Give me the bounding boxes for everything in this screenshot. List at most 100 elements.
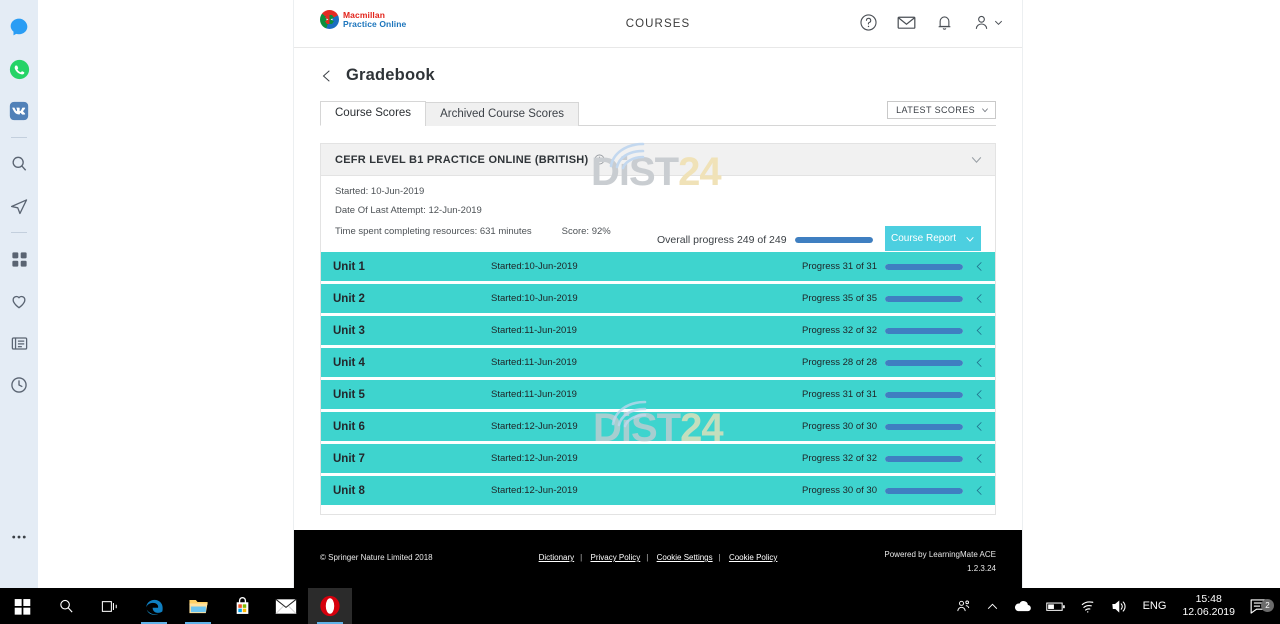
overall-progress-bar <box>794 237 873 243</box>
course-meta: Started: 10-Jun-2019 Date Of Last Attemp… <box>321 176 995 251</box>
latest-scores-dropdown[interactable]: LATEST SCORES <box>887 101 996 119</box>
table-row[interactable]: Unit 8 Started:12-Jun-2019 Progress 30 o… <box>321 476 995 505</box>
tab-archived-course-scores[interactable]: Archived Course Scores <box>425 102 580 126</box>
unit-expand-chevron-icon[interactable] <box>974 484 985 497</box>
macmillan-logo-icon <box>320 10 339 29</box>
unit-progress-label: Progress 30 of 30 <box>802 485 877 496</box>
show-hidden-icons-chevron-icon[interactable] <box>979 600 1006 613</box>
telegram-icon[interactable] <box>0 185 38 227</box>
unit-progress: Progress 31 of 31 <box>802 389 963 400</box>
latest-scores-label: LATEST SCORES <box>896 105 975 115</box>
unit-expand-chevron-icon[interactable] <box>974 324 985 337</box>
unit-progress: Progress 30 of 30 <box>802 485 963 496</box>
footer-link-dictionary[interactable]: Dictionary <box>538 553 575 562</box>
unit-progress-label: Progress 31 of 31 <box>802 389 877 400</box>
people-icon[interactable] <box>948 598 979 614</box>
macmillan-logo[interactable]: Macmillan Practice Online <box>320 10 406 29</box>
sidebar-divider <box>11 137 27 138</box>
unit-expand-chevron-icon[interactable] <box>974 452 985 465</box>
panel-collapse-chevron-icon[interactable] <box>970 153 983 166</box>
info-icon[interactable] <box>594 154 605 165</box>
history-clock-icon[interactable] <box>0 364 38 406</box>
onedrive-cloud-icon[interactable] <box>1006 599 1039 613</box>
news-icon[interactable] <box>0 322 38 364</box>
unit-name: Unit 1 <box>333 260 365 273</box>
unit-expand-chevron-icon[interactable] <box>974 292 985 305</box>
unit-started: Started:12-Jun-2019 <box>491 453 578 464</box>
unit-expand-chevron-icon[interactable] <box>974 356 985 369</box>
start-button[interactable] <box>0 588 44 624</box>
footer-link-privacy-policy[interactable]: Privacy Policy <box>590 553 641 562</box>
tab-bar: Course Scores Archived Course Scores LAT… <box>320 99 996 126</box>
unit-expand-chevron-icon[interactable] <box>974 388 985 401</box>
unit-started: Started:12-Jun-2019 <box>491 485 578 496</box>
footer-copyright: © Springer Nature Limited 2018 <box>320 553 433 562</box>
course-report-button[interactable]: Course Report <box>885 226 981 251</box>
footer-powered-by: Powered by LearningMate ACE <box>884 550 996 559</box>
browser-viewport: Macmillan Practice Online COURSES <box>38 0 1280 588</box>
logo-line-1: Macmillan <box>343 9 385 20</box>
footer-version: 1.2.3.24 <box>967 564 996 573</box>
mail-button[interactable] <box>264 588 308 624</box>
help-icon[interactable] <box>859 13 878 32</box>
bookmarks-heart-icon[interactable] <box>0 280 38 322</box>
back-chevron-icon[interactable] <box>320 67 334 85</box>
more-options-icon[interactable] <box>0 516 38 558</box>
mail-icon[interactable] <box>896 12 917 33</box>
course-report-label: Course Report <box>890 233 957 244</box>
bell-icon[interactable] <box>935 13 954 32</box>
table-row[interactable]: Unit 3 Started:11-Jun-2019 Progress 32 o… <box>321 316 995 345</box>
tab-course-scores[interactable]: Course Scores <box>320 101 427 126</box>
store-button[interactable] <box>220 588 264 624</box>
table-row[interactable]: Unit 2 Started:10-Jun-2019 Progress 35 o… <box>321 284 995 313</box>
system-tray: ENG 15:48 12.06.2019 2 <box>948 588 1280 624</box>
table-row[interactable]: Unit 5 Started:11-Jun-2019 Progress 31 o… <box>321 380 995 409</box>
table-row[interactable]: Unit 4 Started:11-Jun-2019 Progress 28 o… <box>321 348 995 377</box>
unit-name: Unit 6 <box>333 420 365 433</box>
clock[interactable]: 15:48 12.06.2019 <box>1174 593 1243 619</box>
file-explorer-button[interactable] <box>176 588 220 624</box>
wifi-icon[interactable] <box>1073 599 1104 614</box>
footer-link-cookie-policy[interactable]: Cookie Policy <box>728 553 778 562</box>
notification-badge: 2 <box>1261 598 1274 612</box>
search-icon[interactable] <box>0 143 38 185</box>
course-started: Started: 10-Jun-2019 <box>335 186 425 197</box>
search-button[interactable] <box>44 588 88 624</box>
battery-icon[interactable] <box>1039 600 1073 613</box>
task-view-button[interactable] <box>88 588 132 624</box>
table-row[interactable]: Unit 1 Started:10-Jun-2019 Progress 31 o… <box>321 252 995 281</box>
footer-links: Dictionary | Privacy Policy | Cookie Setti… <box>538 553 778 562</box>
table-row[interactable]: Unit 6 Started:12-Jun-2019 Progress 30 o… <box>321 412 995 441</box>
unit-progress-label: Progress 32 of 32 <box>802 325 877 336</box>
site-footer: © Springer Nature Limited 2018 Dictionar… <box>294 530 1022 588</box>
footer-powered-by-group: Powered by LearningMate ACE 1.2.3.24 <box>884 548 996 576</box>
language-indicator[interactable]: ENG <box>1142 600 1167 612</box>
clock-time: 15:48 <box>1195 593 1222 605</box>
table-row[interactable]: Unit 7 Started:12-Jun-2019 Progress 32 o… <box>321 444 995 473</box>
course-time-spent: Time spent completing resources: 631 min… <box>335 226 532 237</box>
notifications-button[interactable]: 2 <box>1243 598 1280 615</box>
overall-progress-fill <box>794 237 873 243</box>
unit-name: Unit 5 <box>333 388 365 401</box>
speed-dial-icon[interactable] <box>0 238 38 280</box>
browser-sidebar <box>0 0 38 588</box>
unit-name: Unit 4 <box>333 356 365 369</box>
unit-expand-chevron-icon[interactable] <box>974 420 985 433</box>
vk-icon[interactable] <box>0 90 38 132</box>
volume-icon[interactable] <box>1104 599 1135 614</box>
whatsapp-icon[interactable] <box>0 48 38 90</box>
opera-button[interactable] <box>308 588 352 624</box>
footer-link-cookie-settings[interactable]: Cookie Settings <box>656 553 713 562</box>
page-content: Macmillan Practice Online COURSES <box>293 0 1023 588</box>
unit-progress-bar <box>885 327 963 334</box>
messenger-icon[interactable] <box>0 6 38 48</box>
nav-courses[interactable]: COURSES <box>625 17 691 30</box>
unit-progress-bar <box>885 455 963 462</box>
unit-progress: Progress 28 of 28 <box>802 357 963 368</box>
unit-progress-label: Progress 28 of 28 <box>802 357 877 368</box>
clock-date: 12.06.2019 <box>1182 606 1235 618</box>
user-avatar-icon[interactable] <box>972 13 1004 32</box>
course-panel-header[interactable]: CEFR LEVEL B1 PRACTICE ONLINE (BRITISH) <box>321 144 995 176</box>
unit-expand-chevron-icon[interactable] <box>974 260 985 273</box>
edge-button[interactable] <box>132 588 176 624</box>
